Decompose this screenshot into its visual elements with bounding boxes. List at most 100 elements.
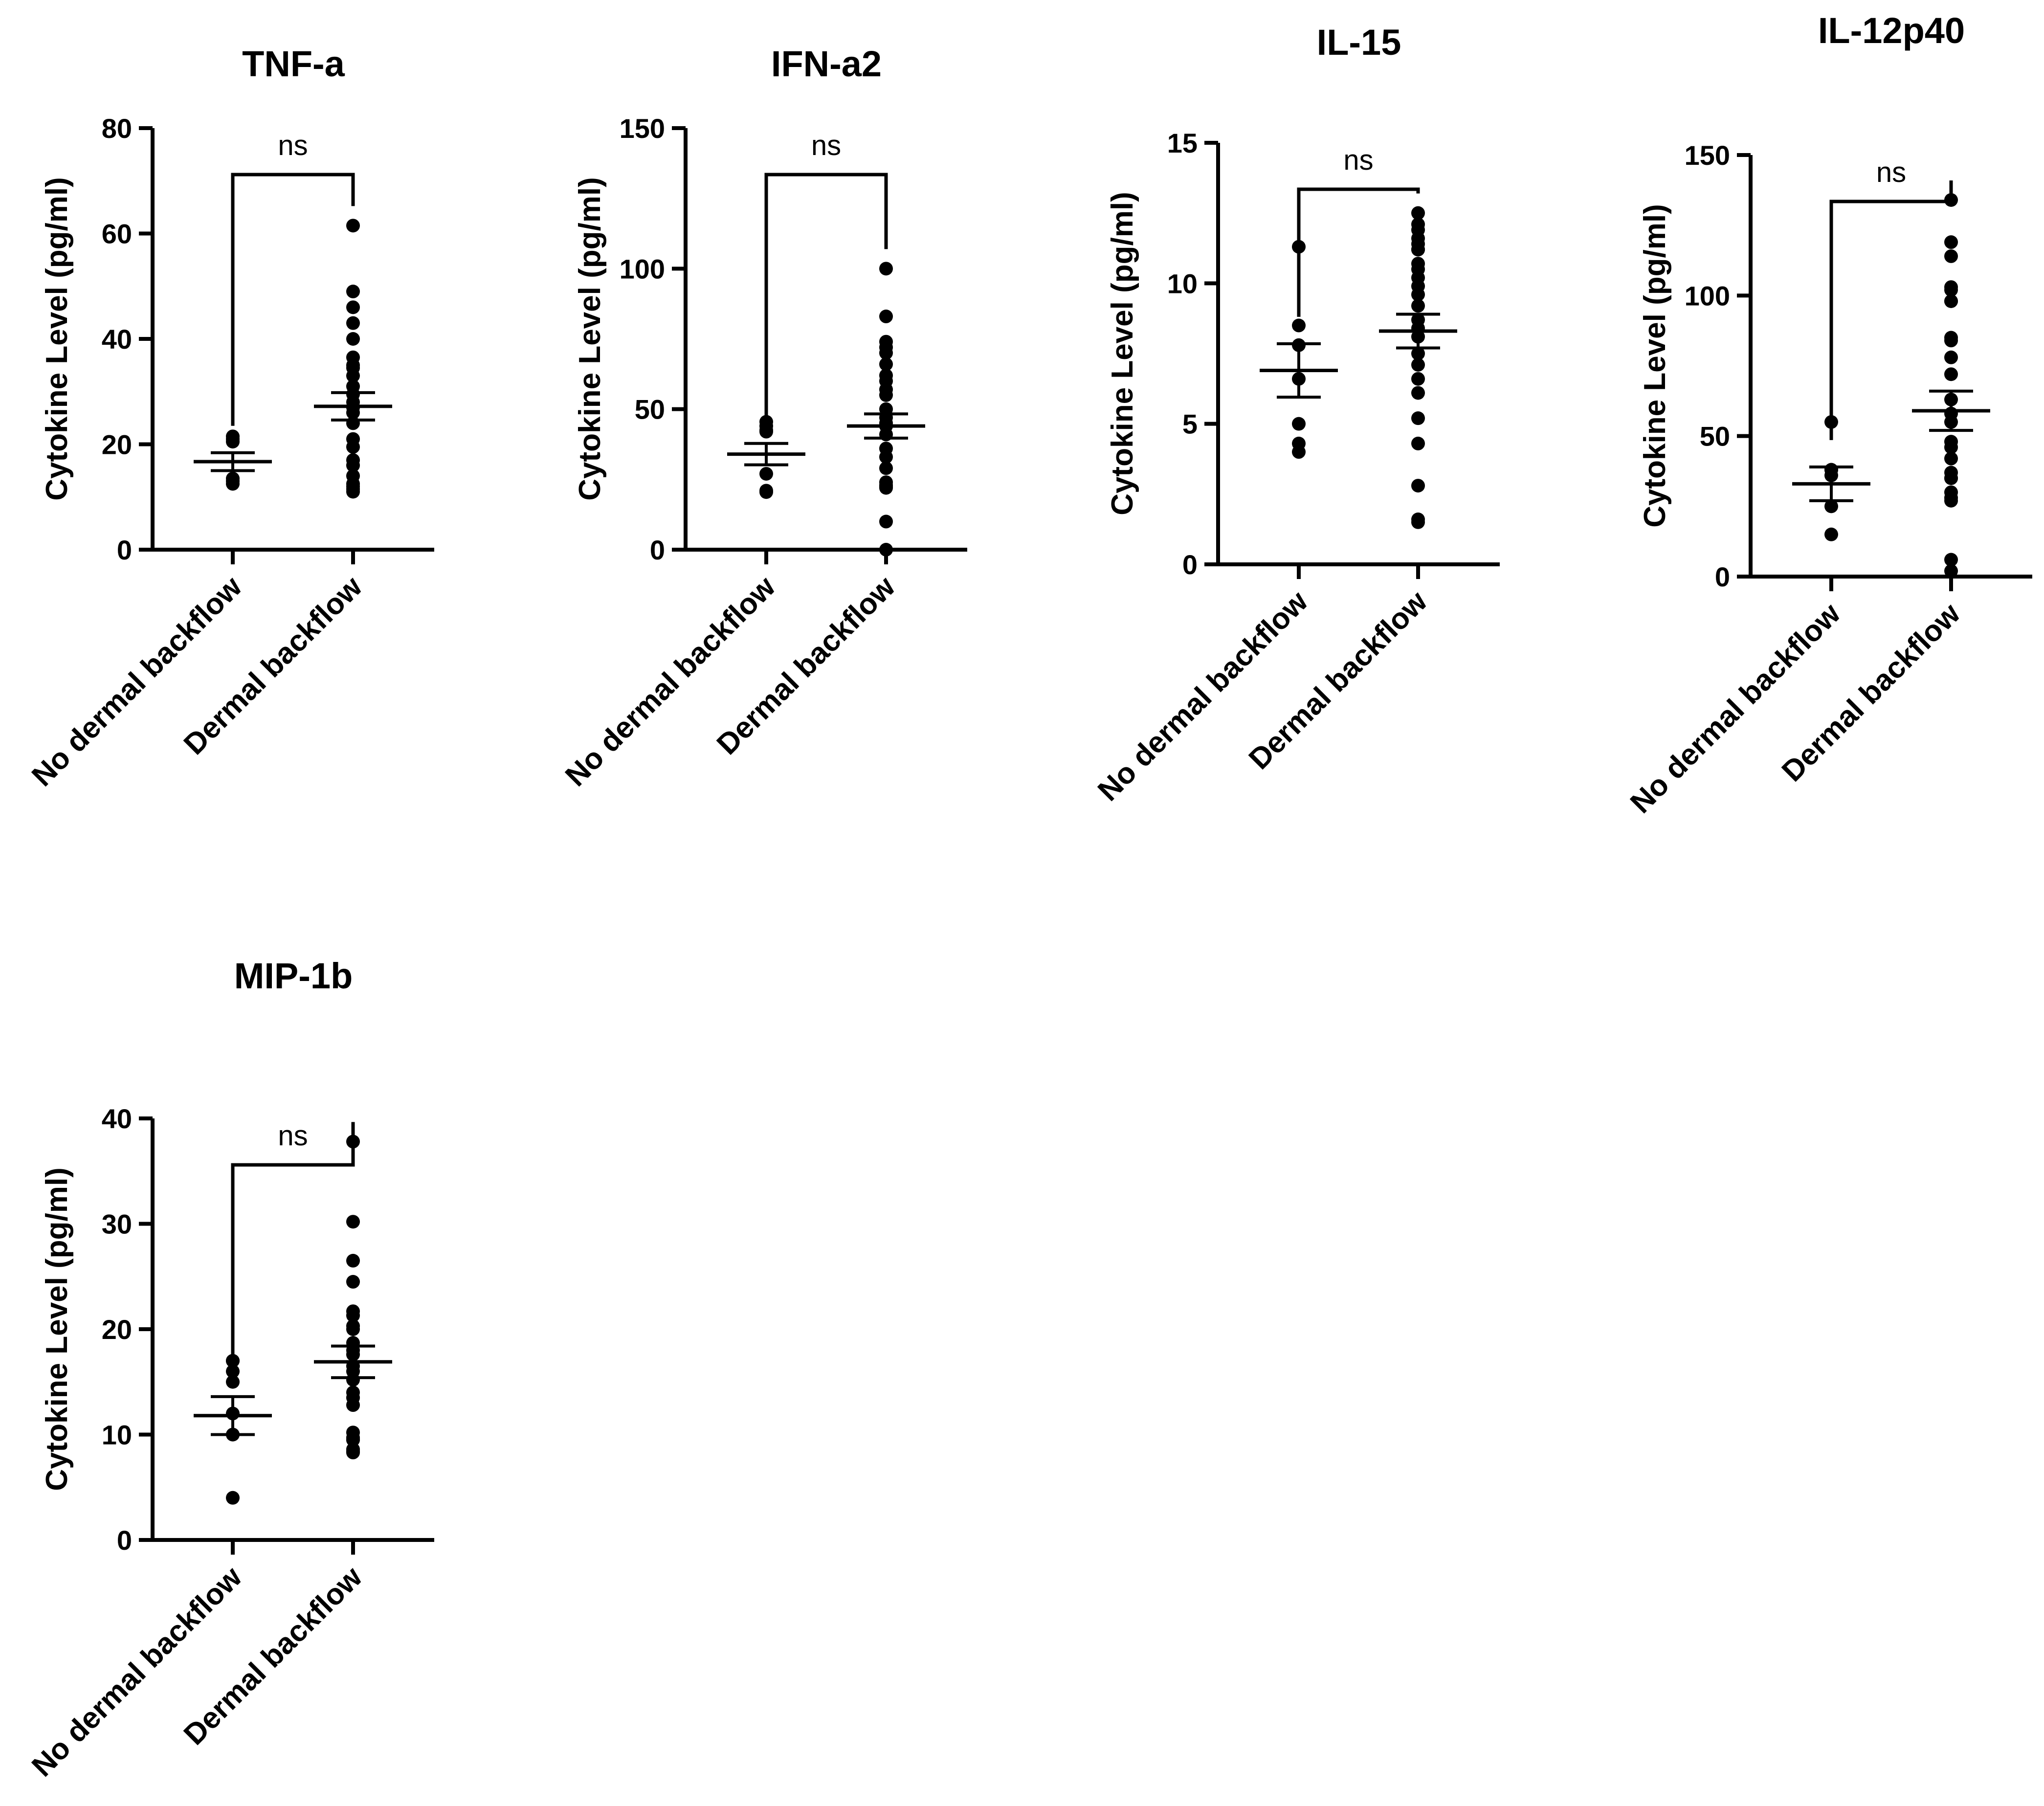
data-point xyxy=(346,316,360,330)
data-point xyxy=(346,300,360,314)
y-axis-label: Cytokine Level (pg/ml) xyxy=(573,177,607,500)
data-point xyxy=(1292,417,1306,431)
significance-bracket xyxy=(1297,187,1420,317)
data-point xyxy=(1292,445,1306,459)
data-point xyxy=(1944,471,1958,485)
data-point xyxy=(759,423,773,437)
y-tick-label: 150 xyxy=(620,113,665,144)
y-tick-label: 30 xyxy=(102,1209,132,1240)
data-point xyxy=(879,357,893,371)
y-tick-label: 20 xyxy=(102,429,132,460)
data-point xyxy=(346,1322,360,1336)
data-point xyxy=(346,369,360,383)
chart-panel: IL-12p40 Cytokine Level (pg/ml) 0 50 100 150 N… xyxy=(1624,10,2032,820)
data-point xyxy=(1944,350,1958,364)
significance-bracket xyxy=(1829,180,1953,440)
y-tick-label: 0 xyxy=(117,535,132,565)
chart-title: IL-12p40 xyxy=(1818,10,1965,51)
chart-title: IFN-a2 xyxy=(771,44,882,84)
data-point xyxy=(1411,347,1425,360)
data-point xyxy=(879,346,893,360)
data-point xyxy=(1944,235,1958,249)
data-point xyxy=(879,543,893,557)
significance-bracket xyxy=(764,173,888,417)
data-point xyxy=(879,450,893,464)
data-point xyxy=(346,1398,360,1412)
y-tick-label: 15 xyxy=(1167,128,1198,158)
data-point xyxy=(1944,440,1958,454)
data-point xyxy=(759,485,773,499)
significance-label: ns xyxy=(1876,156,1906,188)
data-point xyxy=(346,1446,360,1460)
y-tick-label: 60 xyxy=(102,219,132,249)
data-point xyxy=(879,388,893,402)
x-category-label: No dermal backflow xyxy=(1624,597,1847,820)
significance-label: ns xyxy=(811,130,841,161)
y-tick-label: 50 xyxy=(635,394,665,425)
data-point xyxy=(879,479,893,493)
y-tick-label: 40 xyxy=(102,1103,132,1134)
data-point xyxy=(1824,527,1838,541)
significance-bracket xyxy=(231,1122,355,1370)
chart-panel: IFN-a2 Cytokine Level (pg/ml) 0 50 100 150 No … xyxy=(559,44,967,793)
data-point xyxy=(1411,299,1425,313)
data-point xyxy=(1411,436,1425,450)
data-point xyxy=(879,310,893,324)
y-tick-label: 20 xyxy=(102,1314,132,1345)
y-tick-label: 50 xyxy=(1700,421,1730,452)
chart-panel: MIP-1b Cytokine Level (pg/ml) 0 10 20 30 40 No … xyxy=(25,956,434,1783)
chart-title: TNF-a xyxy=(242,44,345,84)
data-point xyxy=(1411,411,1425,425)
data-point xyxy=(1411,288,1425,302)
x-category-label: No dermal backflow xyxy=(25,570,248,793)
significance-label: ns xyxy=(278,1120,308,1152)
data-point xyxy=(346,219,360,233)
data-point xyxy=(346,332,360,346)
data-point xyxy=(1292,240,1306,254)
data-point xyxy=(1944,451,1958,466)
chart-panel: TNF-a Cytokine Level (pg/ml) 0 20 40 60 80 No d… xyxy=(25,44,434,793)
data-point xyxy=(1824,499,1838,513)
data-point xyxy=(1411,243,1425,257)
data-point xyxy=(1944,564,1958,578)
data-point xyxy=(879,262,893,276)
data-point xyxy=(346,440,360,454)
x-category-label: No dermal backflow xyxy=(25,1560,248,1783)
data-point xyxy=(1411,479,1425,493)
y-axis-label: Cytokine Level (pg/ml) xyxy=(1106,192,1139,515)
y-tick-label: 100 xyxy=(620,253,665,284)
data-point xyxy=(879,514,893,529)
data-point xyxy=(346,458,360,472)
data-point xyxy=(1292,318,1306,333)
data-point xyxy=(1944,553,1958,567)
y-tick-label: 0 xyxy=(117,1525,132,1556)
data-point xyxy=(226,1375,240,1389)
y-tick-label: 80 xyxy=(102,113,132,144)
y-tick-label: 0 xyxy=(650,535,665,565)
data-point xyxy=(1944,493,1958,508)
y-tick-label: 10 xyxy=(1167,268,1198,299)
data-point xyxy=(1944,367,1958,381)
x-category-label: No dermal backflow xyxy=(1091,584,1314,807)
significance-label: ns xyxy=(278,130,308,161)
y-tick-label: 0 xyxy=(1182,549,1198,580)
data-point xyxy=(879,461,893,475)
chart-title: IL-15 xyxy=(1317,22,1401,63)
significance-label: ns xyxy=(1343,144,1373,176)
data-point xyxy=(1411,372,1425,386)
data-point xyxy=(1411,206,1425,220)
data-point xyxy=(346,1253,360,1268)
data-point xyxy=(346,285,360,299)
data-point xyxy=(1411,386,1425,400)
data-point xyxy=(1944,294,1958,308)
y-axis-label: Cytokine Level (pg/ml) xyxy=(40,177,74,500)
y-tick-label: 150 xyxy=(1685,140,1730,171)
data-point xyxy=(1944,193,1958,207)
data-point xyxy=(1411,357,1425,372)
data-point xyxy=(346,1215,360,1229)
chart-title: MIP-1b xyxy=(234,956,353,996)
data-point xyxy=(346,1275,360,1289)
data-point xyxy=(759,467,773,481)
y-tick-label: 10 xyxy=(102,1420,132,1450)
